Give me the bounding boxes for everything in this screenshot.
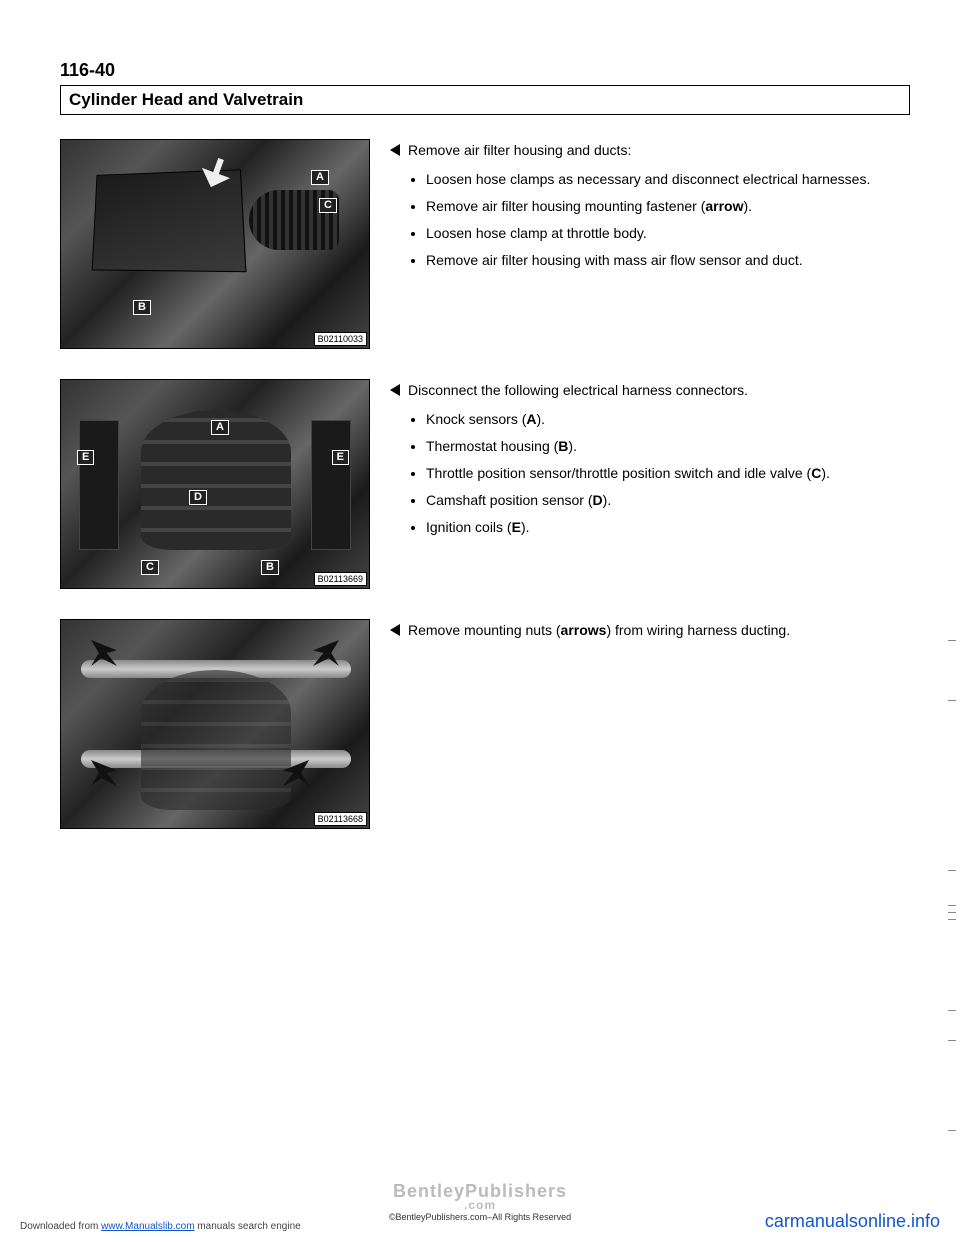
section-title-box: Cylinder Head and Valvetrain xyxy=(60,85,910,115)
margin-marks xyxy=(936,0,956,1242)
sub-list: Knock sensors (A). Thermostat housing (B… xyxy=(426,409,910,538)
list-item: Camshaft position sensor (D). xyxy=(426,490,910,511)
figure-label-a: A xyxy=(211,420,229,435)
figure-caption: B02110033 xyxy=(314,332,367,346)
lead-text: Remove mounting nuts (arrows) from wirin… xyxy=(408,621,790,641)
figure-label-a: A xyxy=(311,170,329,185)
figure-label-b: B xyxy=(133,300,151,315)
instruction-block-1: A C B B02110033 Remove air filter housin… xyxy=(60,139,910,349)
instruction-text: Remove air filter housing and ducts: Loo… xyxy=(390,139,910,277)
section-title: Cylinder Head and Valvetrain xyxy=(69,90,303,109)
triangle-bullet-icon xyxy=(390,144,400,156)
list-item: Throttle position sensor/throttle positi… xyxy=(426,463,910,484)
figure-label-d: D xyxy=(189,490,207,505)
instruction-block-3: B02113668 Remove mounting nuts (arrows) … xyxy=(60,619,910,829)
footer-center: BentleyPublishers .com ©BentleyPublisher… xyxy=(389,1181,571,1222)
manualslib-link[interactable]: www.Manualslib.com xyxy=(101,1221,194,1232)
list-item: Knock sensors (A). xyxy=(426,409,910,430)
lead-text: Disconnect the following electrical harn… xyxy=(408,381,748,401)
figure-wiring-duct: B02113668 xyxy=(60,619,370,829)
figure-caption: B02113668 xyxy=(314,812,367,826)
list-item: Loosen hose clamps as necessary and disc… xyxy=(426,169,910,190)
lead-text: Remove air filter housing and ducts: xyxy=(408,141,631,161)
instruction-block-2: A D E E C B B02113669 Disconnect the fol… xyxy=(60,379,910,589)
footer-right-link[interactable]: carmanualsonline.info xyxy=(765,1211,940,1232)
sub-list: Loosen hose clamps as necessary and disc… xyxy=(426,169,910,271)
list-item: Loosen hose clamp at throttle body. xyxy=(426,223,910,244)
list-item: Ignition coils (E). xyxy=(426,517,910,538)
figure-label-e: E xyxy=(77,450,94,465)
figure-label-c: C xyxy=(319,198,337,213)
figure-air-filter: A C B B02110033 xyxy=(60,139,370,349)
figure-engine-top: A D E E C B B02113669 xyxy=(60,379,370,589)
figure-label-b: B xyxy=(261,560,279,575)
manual-page: 116-40 Cylinder Head and Valvetrain A C … xyxy=(0,0,960,1242)
figure-label-c: C xyxy=(141,560,159,575)
list-item: Remove air filter housing with mass air … xyxy=(426,250,910,271)
list-item: Thermostat housing (B). xyxy=(426,436,910,457)
footer-left: Downloaded from www.Manualslib.com manua… xyxy=(20,1221,301,1232)
instruction-text: Remove mounting nuts (arrows) from wirin… xyxy=(390,619,910,649)
figure-label-e2: E xyxy=(332,450,349,465)
page-number: 116-40 xyxy=(60,60,910,81)
page-footer: Downloaded from www.Manualslib.com manua… xyxy=(0,1211,960,1232)
triangle-bullet-icon xyxy=(390,624,400,636)
instruction-text: Disconnect the following electrical harn… xyxy=(390,379,910,544)
figure-caption: B02113669 xyxy=(314,572,367,586)
triangle-bullet-icon xyxy=(390,384,400,396)
list-item: Remove air filter housing mounting faste… xyxy=(426,196,910,217)
